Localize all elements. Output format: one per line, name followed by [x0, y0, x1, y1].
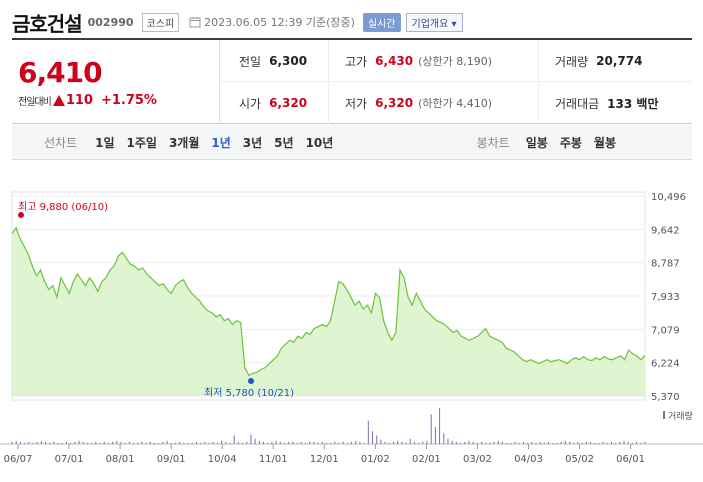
period-tab[interactable]: 3개월 [168, 135, 200, 150]
volume-cell: 거래량 20,774 [555, 54, 643, 69]
y-tick-label: 9,642 [651, 225, 680, 236]
x-tick-label: 05/02 [565, 454, 594, 465]
x-tick-label: 02/01 [412, 454, 441, 465]
high-value: 6,430 [375, 54, 414, 68]
quote-row: 시가 6,320 저가 6,320 (하한가 4,410) 거래대금 133 백… [221, 82, 692, 124]
x-tick-label: 03/02 [463, 454, 492, 465]
x-tick-label: 06/01 [616, 454, 645, 465]
timestamp: 2023.06.05 12:39 기준(장중) [204, 16, 355, 29]
prev-close-value: 6,300 [269, 54, 308, 68]
volume-legend-swatch [663, 411, 665, 419]
company-overview-dropdown[interactable]: 기업개요 ▾ [405, 12, 463, 32]
quote-grid: 전일 6,300 고가 6,430 (상한가 8,190) 거래량 20,774… [221, 40, 692, 124]
market-badge: 코스피 [141, 12, 180, 32]
x-tick-label: 12/01 [310, 454, 339, 465]
x-tick-label: 11/01 [259, 454, 288, 465]
low-cell: 저가 6,320 (하한가 4,410) [329, 82, 539, 124]
volume-value: 20,774 [596, 54, 643, 68]
high-marker [18, 212, 24, 218]
candle-tab-weekly[interactable]: 주봉 [559, 135, 582, 150]
x-tick-label: 07/01 [55, 454, 84, 465]
x-tick-label: 06/07 [4, 454, 33, 465]
up-arrow-icon [52, 95, 65, 106]
prev-close-cell: 전일 6,300 [221, 40, 329, 82]
low-marker [248, 378, 254, 384]
upper-limit: (상한가 8,190) [418, 55, 492, 68]
price-box: 6,410 전일대비 110 +1.75% [12, 40, 220, 124]
amount-value: 133 백만 [607, 96, 659, 111]
amount-cell: 거래대금 133 백만 [555, 96, 659, 111]
period-tab[interactable]: 5년 [274, 135, 294, 150]
change-percent: +1.75% [100, 93, 157, 108]
y-tick-label: 7,933 [651, 292, 680, 303]
candle-tab-monthly[interactable]: 월봉 [593, 135, 616, 150]
x-tick-label: 10/04 [208, 454, 237, 465]
y-tick-label: 10,496 [651, 192, 686, 203]
x-tick-label: 01/02 [361, 454, 390, 465]
open-value: 6,320 [269, 96, 308, 110]
change-line: 전일대비 110 +1.75% [18, 93, 157, 108]
quote-row: 전일 6,300 고가 6,430 (상한가 8,190) 거래량 20,774 [221, 40, 692, 82]
period-tab[interactable]: 3년 [242, 135, 263, 150]
high-cell: 고가 6,430 (상한가 8,190) [329, 40, 539, 82]
x-tick-label: 04/03 [514, 454, 543, 465]
quote-panel: 6,410 전일대비 110 +1.75% 전일 6,300 고가 6,430 … [12, 40, 692, 124]
y-tick-label: 6,224 [651, 359, 680, 370]
y-tick-label: 7,079 [651, 325, 680, 336]
y-tick-label: 8,787 [651, 259, 680, 270]
period-tab-active[interactable]: 1년 [211, 135, 231, 150]
header-divider [12, 38, 692, 40]
period-tab[interactable]: 1주일 [126, 135, 157, 150]
line-chart-label: 선차트 [44, 135, 78, 150]
price-area [12, 227, 645, 396]
price-chart[interactable]: 10,496 9,642 8,787 7,933 7,079 6,224 5,370 06/0… [0, 160, 703, 482]
candle-tab-daily[interactable]: 일봉 [525, 135, 548, 150]
calendar-icon [189, 17, 201, 28]
volume-legend: 거래량 [668, 410, 693, 422]
price-line [11, 226, 646, 377]
high-annotation: 최고 9,880 (06/10) [18, 201, 108, 213]
y-tick-label: 5,370 [651, 392, 680, 403]
low-annotation: 최저 5,780 (10/21) [204, 387, 294, 399]
lower-limit: (하한가 4,410) [418, 97, 492, 110]
period-tab[interactable]: 1일 [95, 135, 115, 150]
stock-name: 금호건설 [12, 11, 83, 36]
current-price: 6,410 [18, 56, 103, 89]
period-selector: 선차트 1일 1주일 3개월 1년 3년 5년 10년 봉차트 일봉 주봉 월봉 [12, 125, 692, 160]
period-tab[interactable]: 10년 [305, 135, 334, 150]
change-value: 110 [65, 93, 93, 108]
open-cell: 시가 6,320 [221, 82, 329, 124]
stock-header: 금호건설 002990 코스피 2023.06.05 12:39 기준(장중) … [12, 8, 692, 36]
x-tick-label: 09/01 [157, 454, 186, 465]
change-label: 전일대비 [18, 97, 52, 108]
candle-chart-label: 봉차트 [476, 135, 510, 150]
low-value: 6,320 [375, 96, 414, 110]
x-tick-label: 08/01 [106, 454, 135, 465]
stock-code: 002990 [87, 15, 134, 29]
realtime-button[interactable]: 실시간 [362, 12, 401, 32]
